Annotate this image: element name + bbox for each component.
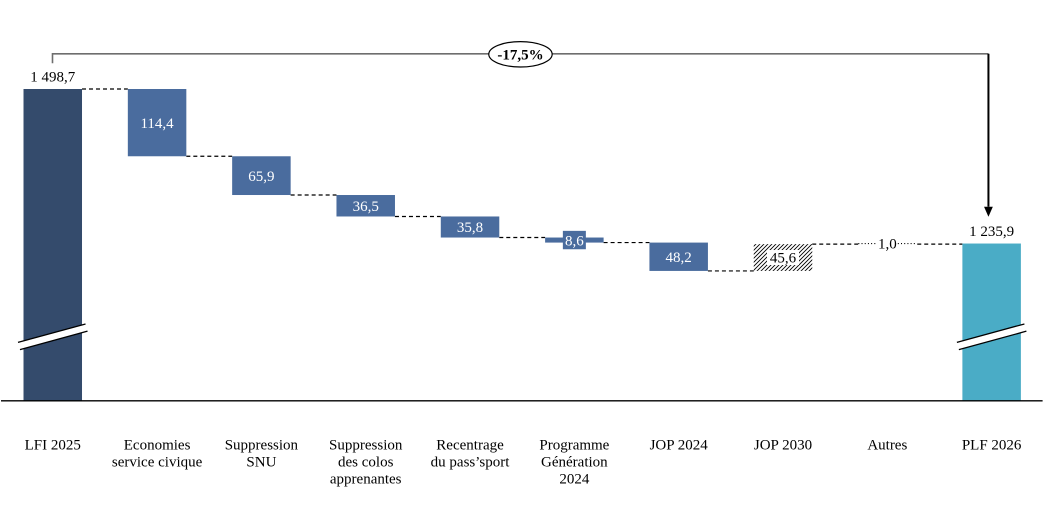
axis-breaks bbox=[17, 323, 1027, 351]
category-label-line: Economies bbox=[124, 438, 191, 454]
value-label-suppression-snu: 65,9 bbox=[248, 169, 274, 185]
category-label-line: service civique bbox=[112, 455, 203, 471]
bar-recentrage-du-pass-sport bbox=[440, 216, 500, 238]
category-label-line: apprenantes bbox=[330, 472, 402, 488]
category-label-line: des colos bbox=[338, 455, 394, 471]
bar-plf-2026 bbox=[962, 243, 1021, 401]
value-box-jop-2030 bbox=[767, 250, 799, 266]
bar-lfi-2025 bbox=[23, 89, 83, 401]
annotation-oval bbox=[488, 40, 553, 68]
value-backdrop-autres bbox=[858, 236, 917, 251]
category-label-line: Suppression bbox=[329, 438, 403, 454]
category-label-lfi-2025: LFI 2025 bbox=[25, 438, 81, 454]
bar-economies-service-civique bbox=[127, 89, 187, 157]
axis-break-edge-bottom bbox=[19, 330, 88, 351]
category-label-line: Suppression bbox=[225, 438, 299, 454]
category-label-line: Autres bbox=[867, 438, 907, 454]
axis-break-edge-bottom bbox=[958, 330, 1027, 351]
bracket-line bbox=[51, 52, 989, 64]
value-label-jop-2024: 48,2 bbox=[666, 250, 692, 266]
connectors bbox=[82, 88, 963, 272]
axis-break-mark-plf-2026 bbox=[956, 323, 1027, 351]
value-label-autres: 1,0 bbox=[878, 237, 897, 253]
category-label-jop-2030: JOP 2030 bbox=[754, 438, 812, 454]
axis-break-mark-lfi-2025 bbox=[17, 323, 88, 351]
bar-suppression-snu bbox=[232, 156, 291, 196]
axis-break-band bbox=[956, 323, 1027, 350]
total-change-annotation: -17,5% bbox=[51, 40, 993, 217]
arrow-head bbox=[984, 206, 993, 217]
value-labels: 1 498,7 114,4 65,9 36,5 35,8 8,6 48,2 45,6 1,0 1 … bbox=[30, 70, 1014, 267]
category-label-line: JOP 2030 bbox=[754, 438, 812, 454]
category-label-line: Programme bbox=[539, 438, 609, 454]
category-label-line: 2024 bbox=[559, 472, 590, 488]
value-label-recentrage-du-pass-sport: 35,8 bbox=[457, 220, 483, 236]
category-label-line: Génération bbox=[541, 455, 608, 471]
axis-break-edge-top bbox=[956, 323, 1025, 344]
category-label-line: PLF 2026 bbox=[962, 438, 1022, 454]
value-label-lfi-2025: 1 498,7 bbox=[30, 70, 76, 86]
value-badge-programme-generation-2024 bbox=[562, 230, 586, 250]
category-label-line: SNU bbox=[246, 455, 276, 471]
category-label-jop-2024: JOP 2024 bbox=[650, 438, 709, 454]
value-label-suppression-des-colos-apprenantes: 36,5 bbox=[353, 199, 379, 215]
category-label-plf-2026: PLF 2026 bbox=[962, 438, 1022, 454]
value-label-economies-service-civique: 114,4 bbox=[140, 116, 174, 132]
category-label-line: JOP 2024 bbox=[650, 438, 709, 454]
bar-suppression-des-colos-apprenantes bbox=[336, 195, 395, 217]
category-label-line: Recentrage bbox=[436, 438, 504, 454]
axis-break-edge-top bbox=[17, 323, 86, 344]
category-label-line: du pass’sport bbox=[431, 455, 511, 471]
category-label-autres: Autres bbox=[867, 438, 907, 454]
value-label-programme-generation-2024: 8,6 bbox=[565, 233, 584, 249]
value-label-plf-2026: 1 235,9 bbox=[969, 224, 1014, 240]
bar-jop-2024 bbox=[649, 242, 708, 271]
bars bbox=[23, 89, 1021, 401]
category-label-line: LFI 2025 bbox=[25, 438, 81, 454]
annotation-text: -17,5% bbox=[497, 48, 543, 64]
axis-break-band bbox=[18, 323, 88, 350]
value-label-jop-2030: 45,6 bbox=[770, 251, 797, 267]
